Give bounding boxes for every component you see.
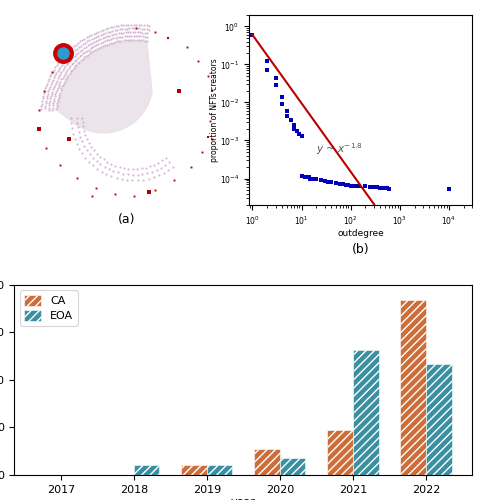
X-axis label: year: year: [231, 498, 256, 500]
Text: (a): (a): [118, 212, 135, 226]
Legend: CA, EOA: CA, EOA: [20, 290, 78, 326]
Bar: [207, 466, 232, 475]
X-axis label: outdegree: outdegree: [337, 228, 384, 237]
Text: y ~ x$^{-1.8}$: y ~ x$^{-1.8}$: [316, 141, 363, 157]
Bar: [327, 430, 353, 475]
Bar: [181, 465, 207, 475]
Bar: [280, 458, 306, 475]
Text: (b): (b): [352, 243, 370, 256]
Bar: [254, 450, 280, 475]
Bar: [426, 364, 452, 475]
Bar: [401, 300, 426, 475]
Polygon shape: [58, 42, 152, 133]
Bar: [353, 350, 378, 475]
Bar: [134, 466, 160, 475]
Y-axis label: proportion of NFTs creators: proportion of NFTs creators: [210, 58, 218, 162]
